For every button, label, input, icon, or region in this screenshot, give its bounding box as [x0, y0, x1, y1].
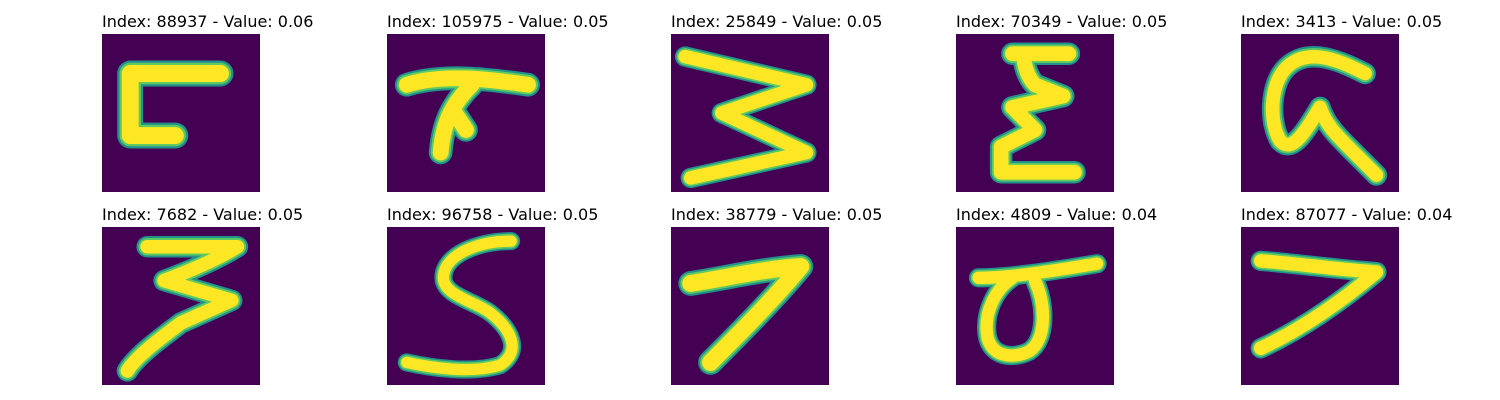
panel-title: Index: 105975 - Value: 0.05: [387, 12, 609, 31]
glyph-image: [989, 42, 1086, 184]
glyph-image: [1250, 250, 1387, 359]
glyph-image: [397, 232, 522, 379]
panel-image: [956, 34, 1114, 192]
glyph-image: [678, 254, 814, 375]
glyph-image: [116, 236, 249, 382]
panel-image: [102, 34, 260, 192]
panel-image: [671, 34, 829, 192]
panel-title: Index: 38779 - Value: 0.05: [671, 205, 883, 224]
panel-image: [1241, 227, 1399, 385]
panel-image: [102, 227, 260, 385]
panel-image: [387, 34, 545, 192]
panel-title: Index: 3413 - Value: 0.05: [1241, 12, 1443, 31]
panel-title: Index: 70349 - Value: 0.05: [956, 12, 1168, 31]
panel-title: Index: 87077 - Value: 0.04: [1241, 205, 1453, 224]
panel-image: [1241, 34, 1399, 192]
glyph-image: [394, 66, 540, 165]
glyph-image: [1262, 46, 1388, 186]
panel-title: Index: 96758 - Value: 0.05: [387, 205, 599, 224]
panel-title: Index: 7682 - Value: 0.05: [102, 205, 304, 224]
panel-title: Index: 4809 - Value: 0.04: [956, 205, 1158, 224]
panel-title: Index: 25849 - Value: 0.05: [671, 12, 883, 31]
panel-title: Index: 88937 - Value: 0.06: [102, 12, 314, 31]
glyph-image: [674, 46, 817, 189]
panel-image: [956, 227, 1114, 385]
glyph-image: [117, 60, 234, 149]
panel-image: [671, 227, 829, 385]
panel-image: [387, 227, 545, 385]
glyph-image: [968, 254, 1107, 366]
